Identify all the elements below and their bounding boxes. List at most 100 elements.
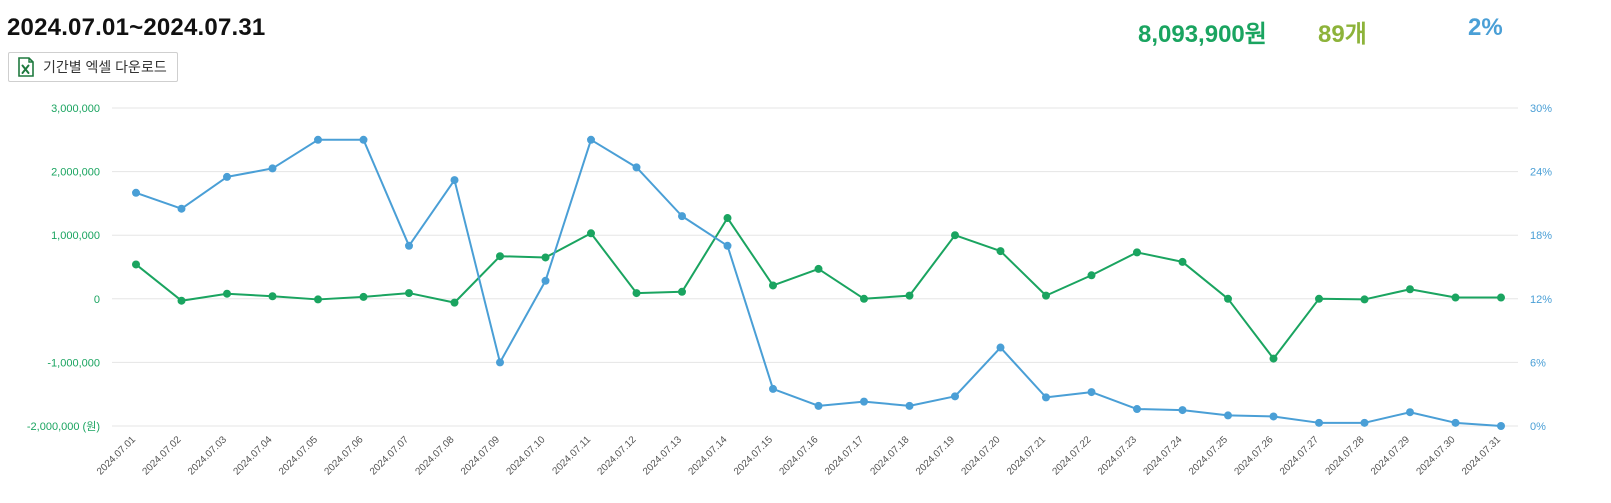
sales-series-point <box>405 289 413 298</box>
sales-series-point <box>1042 291 1050 300</box>
x-tick-label: 2024.07.24 <box>1141 434 1184 477</box>
right-tick-label: 24% <box>1530 167 1552 179</box>
rate-series-point <box>1269 412 1278 421</box>
x-tick-label: 2024.07.25 <box>1187 434 1230 477</box>
x-axis: 2024.07.01 2024.07.02 2024.07.03 2024.07.04… <box>95 434 1503 477</box>
right-tick-label: 12% <box>1530 294 1552 306</box>
x-tick-label: 2024.07.27 <box>1278 434 1321 477</box>
rate-series-line <box>135 138 1502 427</box>
right-tick-label: 30% <box>1530 103 1552 115</box>
rate-series-point <box>905 401 914 410</box>
x-tick-label: 2024.07.15 <box>732 434 775 477</box>
rate-series-point <box>1360 418 1369 427</box>
left-tick-label: 1,000,000 <box>51 230 100 242</box>
sales-series-point <box>1269 354 1278 363</box>
rate-series-point <box>814 401 823 410</box>
x-tick-label: 2024.07.29 <box>1369 434 1412 477</box>
sales-series-point <box>1497 293 1505 302</box>
left-axis: -2,000,000 (원) -1,000,000 0 1,000,000 2,000,… <box>27 103 100 433</box>
rate-series-point <box>1315 418 1323 427</box>
x-tick-label: 2024.07.21 <box>1005 434 1048 477</box>
sales-series-point <box>1451 293 1460 302</box>
rate-series-point <box>1497 422 1505 430</box>
sales-series-line <box>135 217 1501 360</box>
rate-series-point <box>359 135 368 144</box>
x-tick-label: 2024.07.07 <box>368 434 411 477</box>
rate-series-point <box>678 212 686 221</box>
excel-download-button[interactable]: 기간별 엑셀 다운로드 <box>8 52 178 82</box>
x-tick-label: 2024.07.17 <box>823 434 866 477</box>
x-tick-label: 2024.07.06 <box>322 434 365 477</box>
rate-series-point <box>1224 411 1232 420</box>
right-axis: 0% 6% 12% 18% 24% 30% <box>1530 103 1552 433</box>
x-tick-label: 2024.07.16 <box>777 434 820 477</box>
rate-series-point <box>1087 388 1096 397</box>
sales-series-point <box>860 294 868 303</box>
rate-series-point <box>1178 406 1187 415</box>
x-tick-label: 2024.07.12 <box>595 434 638 477</box>
sales-series-point <box>1224 294 1232 303</box>
x-tick-label: 2024.07.01 <box>95 434 138 477</box>
sales-series-point <box>814 264 823 273</box>
sales-series-point <box>769 281 777 290</box>
left-tick-label: 0 <box>94 294 100 306</box>
sales-series-point <box>1360 295 1369 304</box>
left-tick-label: 2,000,000 <box>51 167 100 179</box>
sales-series-point <box>541 253 550 262</box>
left-tick-label: -1,000,000 <box>47 357 100 369</box>
x-tick-label: 2024.07.31 <box>1460 434 1503 477</box>
excel-file-icon <box>17 57 35 77</box>
x-tick-label: 2024.07.23 <box>1096 434 1139 477</box>
summary-sales-total: 8,093,900원 <box>1138 21 1267 48</box>
rate-series-point <box>587 135 595 144</box>
rate-series-point <box>723 241 732 250</box>
x-tick-label: 2024.07.30 <box>1414 434 1457 477</box>
sales-series-point <box>496 252 504 261</box>
rate-series-point <box>632 163 641 172</box>
rate-series-point <box>951 392 959 401</box>
rate-series-point <box>541 276 550 285</box>
sales-series-point <box>723 214 732 223</box>
chart-series <box>132 135 1505 430</box>
left-tick-label: -2,000,000 (원) <box>27 420 100 433</box>
sales-series-point <box>1133 248 1141 257</box>
sales-series-point <box>587 229 595 238</box>
sales-series-point <box>632 289 641 298</box>
rate-series-point <box>1406 408 1414 417</box>
summary-item-count: 89개 <box>1318 21 1367 48</box>
x-tick-label: 2024.07.18 <box>868 434 911 477</box>
sales-series-point <box>1315 294 1323 303</box>
date-range-title: 2024.07.01~2024.07.31 <box>7 14 266 41</box>
x-tick-label: 2024.07.02 <box>140 434 183 477</box>
rate-series-point <box>1451 418 1460 427</box>
sales-series-point <box>996 247 1005 256</box>
right-tick-label: 6% <box>1530 357 1546 369</box>
sales-series-point <box>359 292 368 301</box>
sales-series-point <box>450 298 459 307</box>
sales-series-point <box>951 231 959 240</box>
sales-series-point <box>268 292 277 301</box>
x-tick-label: 2024.07.19 <box>914 434 957 477</box>
right-tick-label: 18% <box>1530 230 1552 242</box>
x-tick-label: 2024.07.28 <box>1323 434 1366 477</box>
left-tick-label: 3,000,000 <box>51 103 100 115</box>
rate-series-point <box>450 176 459 185</box>
x-tick-label: 2024.07.09 <box>459 434 502 477</box>
sales-series-point <box>678 287 686 296</box>
x-tick-label: 2024.07.05 <box>277 434 320 477</box>
rate-series-point <box>769 384 777 393</box>
x-tick-label: 2024.07.26 <box>1232 434 1275 477</box>
rate-series-point <box>268 164 277 173</box>
x-tick-label: 2024.07.20 <box>959 434 1002 477</box>
x-tick-label: 2024.07.03 <box>186 434 229 477</box>
rate-series-point <box>860 397 868 406</box>
sales-series-point <box>1087 271 1096 280</box>
summary-rate: 2% <box>1468 14 1503 41</box>
sales-series-point <box>223 289 231 298</box>
excel-download-label: 기간별 엑셀 다운로드 <box>43 59 167 75</box>
sales-series-point <box>1406 285 1414 294</box>
rate-series-point <box>177 204 186 213</box>
rate-series-point <box>223 172 231 181</box>
sales-series-point <box>132 260 140 269</box>
